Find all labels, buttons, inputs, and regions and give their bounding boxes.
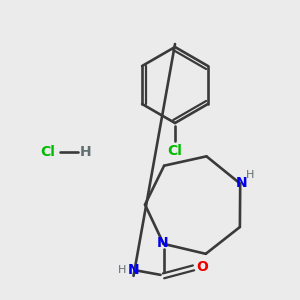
Text: N: N — [236, 176, 247, 190]
Text: Cl: Cl — [168, 144, 182, 158]
Text: Cl: Cl — [40, 145, 56, 159]
Text: N: N — [128, 263, 139, 277]
Text: N: N — [157, 236, 168, 250]
Text: O: O — [196, 260, 208, 274]
Text: H: H — [118, 265, 127, 275]
Text: H: H — [246, 169, 254, 180]
Text: H: H — [80, 145, 92, 159]
